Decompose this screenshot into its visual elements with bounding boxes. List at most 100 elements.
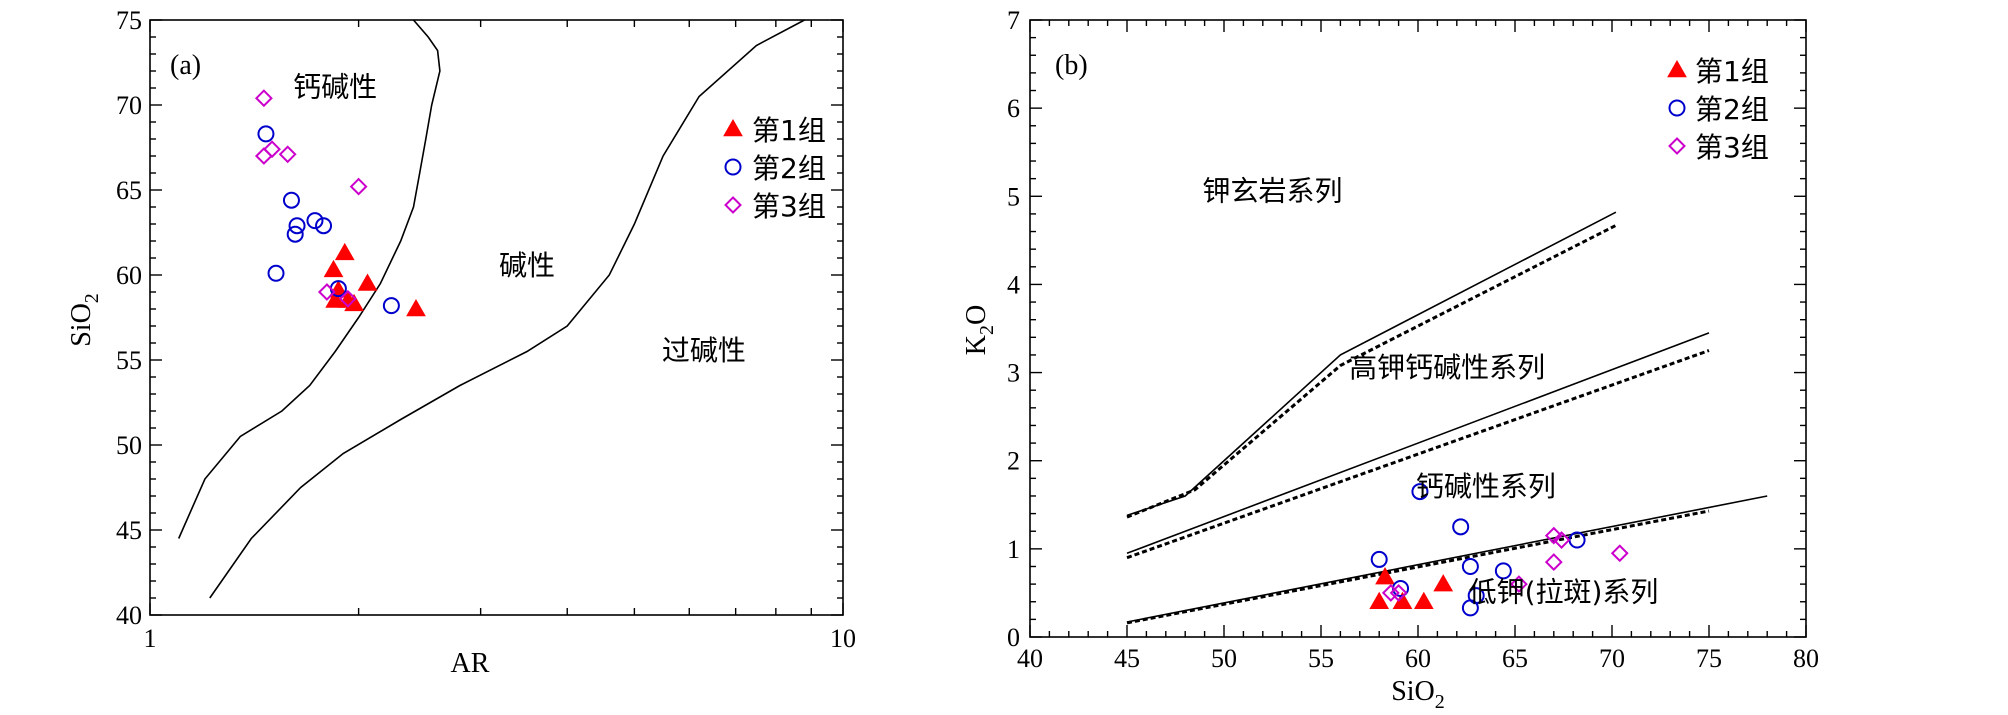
data-point-a (288, 217, 306, 235)
boundary-line-b (1126, 224, 1617, 519)
boundary-line-b (1126, 332, 1710, 555)
boundary-line-b (1126, 509, 1710, 625)
region-label-b-lk: 低钾(拉斑)系列 (1469, 576, 1659, 609)
data-point-b (1411, 483, 1429, 501)
boundary-line-b (1126, 349, 1710, 560)
data-point-b (1370, 550, 1388, 568)
x-label-main-b: SiO (1391, 676, 1435, 707)
data-point-b (1461, 557, 1479, 575)
panel-label-a: (a) (170, 50, 201, 81)
data-point-b (1452, 518, 1470, 536)
data-point-b (1369, 591, 1390, 609)
data-point-a (317, 283, 336, 301)
boundary-lines-a (177, 19, 805, 599)
x-tick-label-b: 75 (1696, 644, 1722, 673)
x-tick-label-a: 10 (830, 624, 856, 653)
y-label-main-b: K (961, 335, 992, 355)
legend-label-b: 第1组 (1695, 55, 1769, 88)
data-point-a (315, 217, 333, 235)
y-axis-label-b: K2O (961, 305, 998, 355)
y-tick-label-a: 55 (116, 346, 142, 375)
y-tick-label-b: 5 (1007, 182, 1020, 211)
y-tick-label-a: 50 (116, 431, 142, 460)
y-label-sub-b: 2 (976, 325, 998, 335)
x-tick-label-b: 50 (1211, 644, 1237, 673)
y-label-main-a: SiO (66, 303, 97, 347)
x-tick-label-b: 55 (1308, 644, 1334, 673)
y-tick-label-a: 75 (116, 6, 142, 35)
data-point-b (1389, 584, 1408, 602)
legend-label-a: 第3组 (752, 190, 826, 223)
data-point-a (344, 293, 364, 312)
y-tick-label-b: 6 (1007, 94, 1020, 123)
data-point-a (323, 259, 344, 278)
region-label-b-ck: 钙碱性系列 (1416, 470, 1556, 503)
x-tick-label-b: 80 (1793, 644, 1819, 673)
y-tick-label-a: 45 (116, 516, 142, 545)
panel-label-b: (b) (1055, 50, 1088, 81)
plot-frame-a (149, 19, 844, 616)
y-label-tail-b: O (961, 305, 992, 325)
x-tick-label-b: 70 (1599, 644, 1625, 673)
x-tick-label-b: 65 (1502, 644, 1528, 673)
data-point-a (254, 89, 273, 108)
y-tick-label-b: 4 (1007, 270, 1020, 299)
y-tick-label-a: 70 (116, 91, 142, 120)
data-point-b (1568, 531, 1586, 549)
y-label-sub-a: 2 (81, 293, 103, 303)
legend-marker-b (1668, 99, 1686, 117)
data-point-b (1413, 591, 1434, 609)
data-point-b (1509, 575, 1528, 594)
data-point-a (282, 191, 300, 209)
y-tick-label-b: 7 (1007, 6, 1020, 35)
data-point-a (257, 125, 275, 143)
legend-marker-a (724, 196, 742, 214)
region-label-b-shosh: 钾玄岩系列 (1202, 175, 1342, 208)
data-point-a (263, 140, 281, 159)
legend-marker-b (1667, 59, 1687, 78)
y-tick-label-b: 3 (1007, 359, 1020, 388)
y-tick-label-a: 65 (116, 176, 142, 205)
region-label-b-hk: 高钾钙碱性系列 (1349, 351, 1545, 384)
data-point-b (1461, 599, 1479, 617)
data-point-a (338, 289, 357, 308)
data-point-a (357, 273, 378, 291)
region-label-a-peralk: 过碱性 (662, 334, 746, 367)
data-points-b (1369, 483, 1629, 617)
x-tick-label-b: 45 (1114, 644, 1140, 673)
x-tick-label-b: 60 (1405, 644, 1431, 673)
boundary-lines-b (1126, 211, 1768, 625)
legend-label-a: 第2组 (752, 152, 826, 185)
data-point-b (1381, 584, 1400, 602)
data-point-b (1552, 531, 1571, 549)
x-axis-label-a: AR (451, 648, 490, 679)
data-point-a (286, 225, 304, 243)
data-point-a (254, 147, 273, 165)
data-point-b (1544, 526, 1563, 545)
data-point-a (349, 177, 368, 196)
y-tick-label-a: 40 (116, 601, 142, 630)
data-point-a (267, 264, 285, 282)
y-tick-label-b: 1 (1007, 535, 1020, 564)
boundary-curve-a (177, 19, 441, 539)
legend-label-b: 第3组 (1695, 131, 1769, 164)
data-point-a (334, 242, 355, 261)
x-axis-label-b: SiO2 (1391, 676, 1445, 713)
x-tick-label-a: 1 (144, 624, 157, 653)
data-point-a (306, 212, 324, 230)
data-point-b (1610, 544, 1629, 563)
data-point-b (1494, 562, 1512, 580)
data-points-a (254, 89, 426, 317)
legend-label-a: 第1组 (752, 114, 826, 147)
legend-marker-a (723, 118, 743, 137)
data-point-b (1433, 574, 1454, 592)
y-tick-label-b: 0 (1007, 623, 1020, 652)
y-tick-label-b: 2 (1007, 447, 1020, 476)
data-point-a (406, 298, 426, 317)
